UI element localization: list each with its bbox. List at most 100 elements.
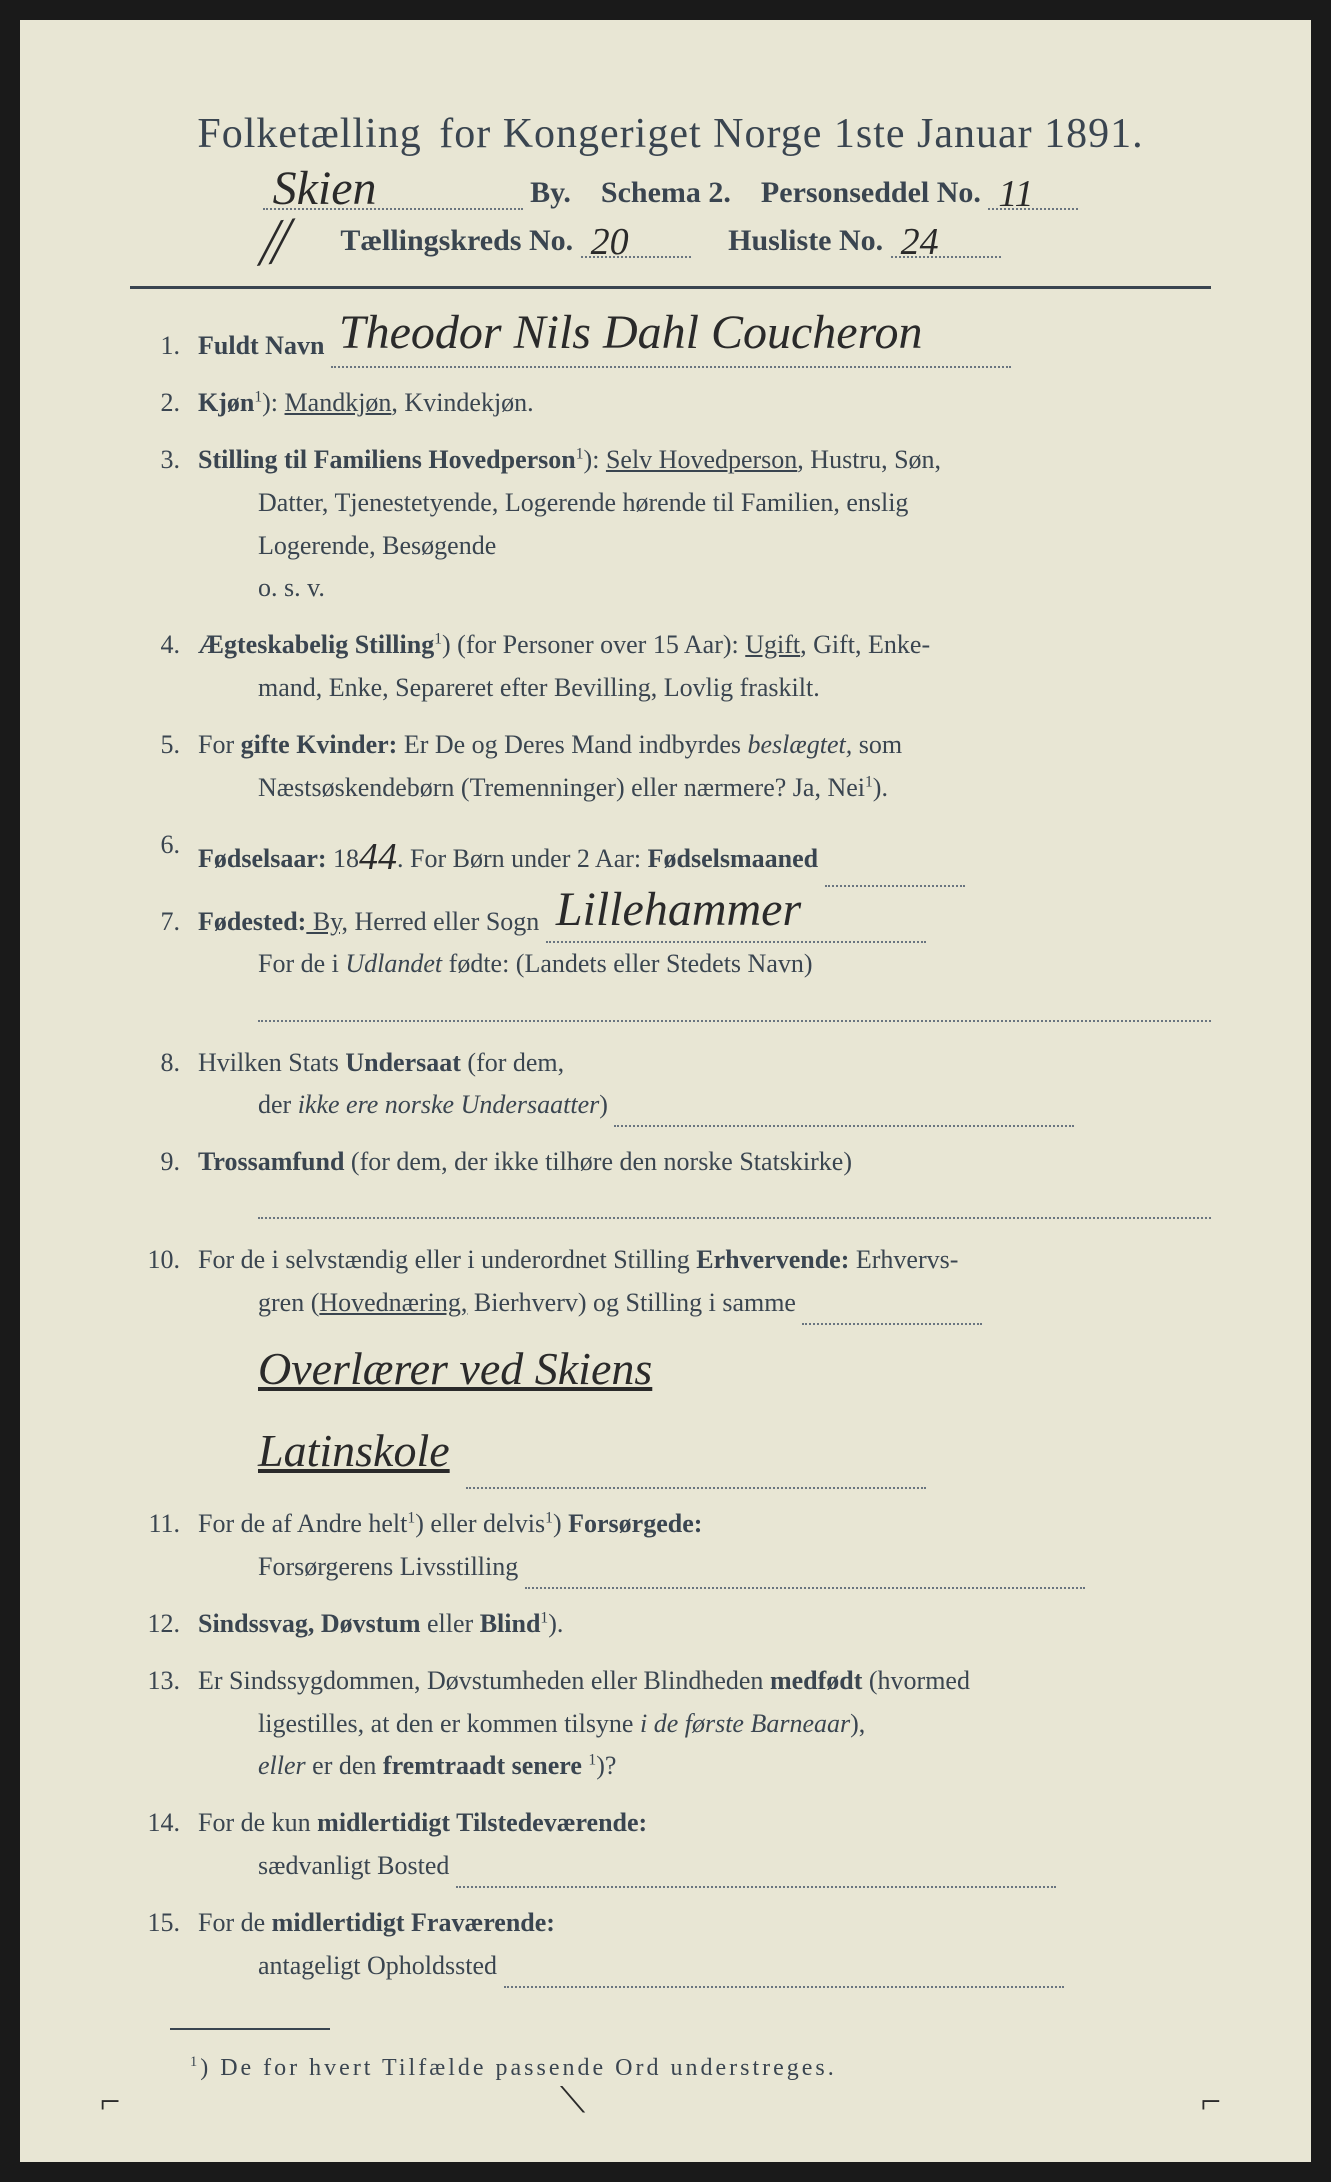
label2: Fødselsmaaned xyxy=(648,844,818,873)
field-3: 3. Stilling til Familiens Hovedperson1):… xyxy=(140,439,1211,611)
month-fill xyxy=(825,861,965,887)
pre: For de af Andre helt xyxy=(198,1509,407,1538)
by-schema-line: Skien By. Schema 2. Personseddel No. 11 xyxy=(130,176,1211,210)
label: Fuldt Navn xyxy=(198,331,324,360)
field-num: 10. xyxy=(140,1239,198,1489)
field-body: Sindssvag, Døvstum eller Blind1). xyxy=(198,1603,1211,1646)
rest2: som xyxy=(852,730,902,759)
field-num: 1. xyxy=(140,325,198,368)
label: Ægteskabelig Stilling xyxy=(198,630,434,659)
dotted-rest xyxy=(258,1188,1211,1219)
cont: For de i Udlandet fødte: (Landets eller … xyxy=(198,943,1211,986)
selected: Mandkjøn xyxy=(285,388,392,417)
field-body: Stilling til Familiens Hovedperson1): Se… xyxy=(198,439,1211,611)
field-body: Trossamfund (for dem, der ikke tilhøre d… xyxy=(198,1141,1211,1219)
cont1-pre: ligestilles, at den er kommen tilsyne xyxy=(258,1709,640,1738)
kreds-line: Tællingskreds No. 20 Husliste No. 24 xyxy=(130,224,1211,258)
field-num: 13. xyxy=(140,1660,198,1789)
label: Sindssvag, Døvstum xyxy=(198,1609,421,1638)
field-10: 10. For de i selvstændig eller i underor… xyxy=(140,1239,1211,1489)
corner-mark-left: ⌐ xyxy=(100,2080,120,2122)
field-body: Ægteskabelig Stilling1) (for Personer ov… xyxy=(198,624,1211,710)
field-2: 2. Kjøn1): Mandkjøn, Kvindekjøn. xyxy=(140,382,1211,425)
field-num: 14. xyxy=(140,1802,198,1888)
field-body: Er Sindssygdommen, Døvstumheden eller Bl… xyxy=(198,1660,1211,1789)
field-4: 4. Ægteskabelig Stilling1) (for Personer… xyxy=(140,624,1211,710)
field-num: 9. xyxy=(140,1141,198,1219)
occupation-value-1: Overlærer ved Skiens xyxy=(258,1331,652,1407)
fill xyxy=(614,1101,1074,1127)
mid: ) eller delvis xyxy=(415,1509,545,1538)
field-body: Hvilken Stats Undersaat (for dem, der ik… xyxy=(198,1042,1211,1128)
cont2-bold: fremtraadt senere xyxy=(383,1751,582,1780)
field-num: 6. xyxy=(140,824,198,887)
cont3: o. s. v. xyxy=(198,567,1211,610)
cont1: mand, Enke, Separeret efter Bevilling, L… xyxy=(198,667,1211,710)
bold2: Blind xyxy=(480,1609,541,1638)
label: Stilling til Familiens Hovedperson xyxy=(198,445,576,474)
fields-container: 1. Fuldt Navn Theodor Nils Dahl Couchero… xyxy=(130,325,1211,1988)
sup: 1 xyxy=(865,773,873,790)
field-body: For gifte Kvinder: Er De og Deres Mand i… xyxy=(198,724,1211,810)
corner-mark-right: ⌐ xyxy=(1201,2080,1221,2122)
cont1: ligestilles, at den er kommen tilsyne i … xyxy=(198,1703,1211,1746)
field-num: 2. xyxy=(140,382,198,425)
field-num: 8. xyxy=(140,1042,198,1128)
personseddel-value: 11 xyxy=(998,172,1033,216)
cont-rest: fødte: (Landets eller Stedets Navn) xyxy=(442,949,812,978)
footnote-text: ) De for hvert Tilfælde passende Ord und… xyxy=(200,2055,837,2081)
title-line: Folketælling for Kongeriget Norge 1ste J… xyxy=(130,110,1211,158)
cont-end: ) xyxy=(599,1090,608,1119)
fill xyxy=(525,1563,1085,1589)
bold: Undersaat xyxy=(345,1048,461,1077)
census-form-page: Folketælling for Kongeriget Norge 1ste J… xyxy=(20,20,1311,2162)
name-value: Theodor Nils Dahl Coucheron xyxy=(339,293,923,372)
field-num: 11. xyxy=(140,1503,198,1589)
cont-pre: gren ( xyxy=(258,1288,319,1317)
cont: antageligt Opholdssted xyxy=(198,1945,1211,1988)
rest: (for dem, der ikke tilhøre den norske St… xyxy=(344,1147,852,1176)
sup: 1 xyxy=(576,445,584,462)
rest: . For Børn under 2 Aar: xyxy=(397,844,648,873)
fill xyxy=(456,1862,1056,1888)
fill xyxy=(504,1962,1064,1988)
fill xyxy=(802,1299,982,1325)
rest: Erhvervs- xyxy=(849,1245,958,1274)
bold: Forsørgede: xyxy=(562,1509,703,1538)
label: Trossamfund xyxy=(198,1147,344,1176)
pre: For xyxy=(198,730,241,759)
husliste-value: 24 xyxy=(901,220,939,264)
pre: Er Sindssygdommen, Døvstumheden eller Bl… xyxy=(198,1666,770,1695)
field-9: 9. Trossamfund (for dem, der ikke tilhør… xyxy=(140,1141,1211,1219)
personseddel-label: Personseddel No. xyxy=(761,176,981,209)
pre: For de i selvstændig eller i underordnet… xyxy=(198,1245,696,1274)
cont-text: Forsørgerens Livsstilling xyxy=(258,1552,518,1581)
occupation-line-2: Latinskole xyxy=(258,1413,1211,1489)
field-num: 5. xyxy=(140,724,198,810)
footnote: 1) De for hvert Tilfælde passende Ord un… xyxy=(130,2054,1211,2082)
by: By, xyxy=(306,907,348,936)
title-prefix: Folketælling xyxy=(197,111,421,157)
field-num: 3. xyxy=(140,439,198,611)
header-divider xyxy=(130,286,1211,289)
field-14: 14. For de kun midlertidigt Tilstedevære… xyxy=(140,1802,1211,1888)
fill xyxy=(466,1463,926,1489)
rest: (for dem, xyxy=(461,1048,564,1077)
cont: der ikke ere norske Undersaatter) xyxy=(198,1084,1211,1127)
century: 18 xyxy=(327,844,360,873)
cont2-end: )? xyxy=(596,1751,616,1780)
personseddel-fill: 11 xyxy=(988,177,1078,210)
husliste-fill: 24 xyxy=(891,225,1001,258)
birthplace-fill: Lillehammer xyxy=(546,915,926,944)
sup: 1 xyxy=(434,631,442,648)
label: Kjøn xyxy=(198,388,254,417)
field-num: 4. xyxy=(140,624,198,710)
selected: Selv Hovedperson xyxy=(606,445,797,474)
cont2: eller er den fremtraadt senere 1)? xyxy=(198,1745,1211,1788)
form-header: Folketælling for Kongeriget Norge 1ste J… xyxy=(130,110,1211,258)
cont1-end: ), xyxy=(850,1709,865,1738)
pre: For de kun xyxy=(198,1808,317,1837)
label: Fødested: xyxy=(198,907,306,936)
field-body: For de kun midlertidigt Tilstedeværende:… xyxy=(198,1802,1211,1888)
sup2: 1 xyxy=(545,1509,553,1526)
